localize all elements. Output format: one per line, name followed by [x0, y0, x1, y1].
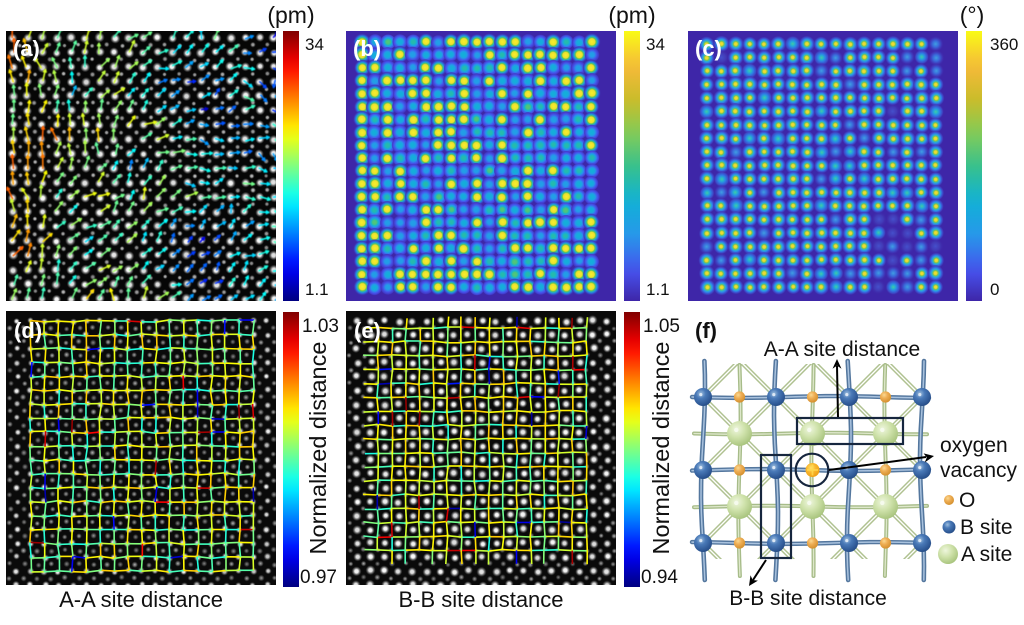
- svg-text:Normalized distance: Normalized distance: [648, 342, 674, 555]
- svg-text:oxygen: oxygen: [940, 434, 1008, 457]
- svg-text:(e): (e): [354, 318, 381, 343]
- svg-text:34: 34: [305, 35, 324, 54]
- svg-text:34: 34: [646, 35, 665, 54]
- svg-text:0.94: 0.94: [641, 567, 678, 588]
- svg-text:1.1: 1.1: [305, 280, 329, 299]
- svg-text:(c): (c): [695, 36, 722, 61]
- svg-text:(pm): (pm): [608, 2, 655, 28]
- svg-text:(a): (a): [13, 36, 40, 61]
- svg-text:1.05: 1.05: [643, 316, 680, 337]
- svg-text:A-A site distance: A-A site distance: [59, 587, 223, 612]
- svg-text:O: O: [959, 489, 975, 512]
- svg-text:Normalized distance: Normalized distance: [305, 342, 331, 555]
- svg-text:A site: A site: [961, 543, 1012, 566]
- svg-text:(f): (f): [695, 318, 717, 343]
- svg-text:1.03: 1.03: [302, 316, 339, 337]
- svg-text:(°): (°): [960, 2, 985, 28]
- svg-text:vacancy: vacancy: [940, 459, 1018, 482]
- svg-text:0: 0: [990, 280, 999, 299]
- svg-text:0.97: 0.97: [300, 567, 337, 588]
- svg-text:B-B site distance: B-B site distance: [729, 587, 887, 610]
- svg-text:(b): (b): [353, 36, 381, 61]
- svg-text:B-B site distance: B-B site distance: [398, 587, 563, 612]
- svg-text:B site: B site: [960, 516, 1013, 539]
- svg-text:A-A site distance: A-A site distance: [764, 338, 920, 361]
- svg-text:1.1: 1.1: [646, 280, 670, 299]
- svg-text:360: 360: [990, 35, 1018, 54]
- svg-text:(pm): (pm): [267, 2, 314, 28]
- svg-text:(d): (d): [14, 318, 42, 343]
